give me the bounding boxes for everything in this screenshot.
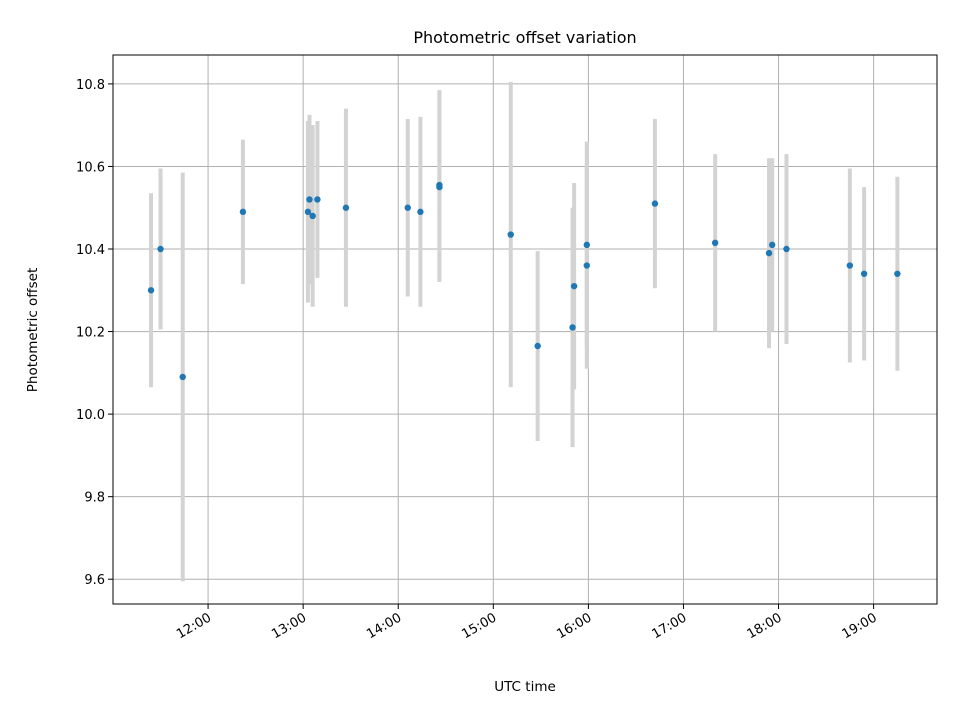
data-point	[342, 204, 350, 211]
data-point	[569, 324, 576, 331]
x-tick-label: 18:00	[745, 610, 785, 642]
x-tick-label: 12:00	[174, 610, 214, 642]
data-point	[846, 262, 854, 269]
data-point	[436, 183, 443, 191]
x-tick-label: 14:00	[364, 610, 404, 642]
data-point	[306, 196, 313, 203]
x-tick-label: 17:00	[650, 610, 690, 642]
data-point	[765, 249, 773, 257]
plot-area-frame	[112, 54, 938, 605]
axis-ticks: 12:00 13:00 14:00 15:00 16:00 17:00 18:00 19:00…	[76, 78, 880, 642]
y-tick-label: 9.6	[84, 573, 105, 588]
data-point	[711, 239, 719, 247]
chart-title: Photometric offset variation	[413, 28, 636, 47]
y-tick-label: 10.0	[76, 408, 105, 423]
x-tick-label: 16:00	[554, 610, 594, 642]
y-tick-label: 10.2	[76, 326, 105, 341]
y-tick-label: 10.8	[76, 78, 105, 93]
y-tick-label: 9.8	[84, 491, 105, 506]
data-point	[304, 208, 312, 216]
data-point	[179, 373, 186, 381]
data-point	[404, 204, 411, 211]
data-point	[583, 241, 590, 249]
data-point	[157, 245, 164, 253]
data-point	[507, 231, 514, 238]
x-axis-label: UTC time	[494, 679, 556, 695]
data-point	[583, 262, 590, 269]
y-tick-label: 10.4	[76, 243, 105, 258]
data-point	[860, 270, 868, 277]
data-point	[769, 241, 776, 249]
data-point	[783, 245, 790, 253]
y-axis-label: Photometric offset	[25, 268, 41, 392]
data-point	[314, 196, 321, 203]
y-tick-label: 10.6	[76, 160, 105, 175]
x-tick-label: 19:00	[840, 610, 880, 642]
data-point	[309, 212, 316, 220]
data-point	[239, 208, 247, 216]
data-point	[651, 200, 659, 207]
data-point	[417, 208, 424, 216]
data-point	[534, 342, 541, 350]
data-point	[894, 270, 901, 277]
data-point	[147, 287, 155, 294]
data-point	[570, 282, 578, 290]
x-tick-label: 13:00	[269, 610, 309, 642]
x-tick-label: 15:00	[459, 610, 499, 642]
data-points	[147, 181, 901, 381]
grid	[113, 55, 937, 604]
